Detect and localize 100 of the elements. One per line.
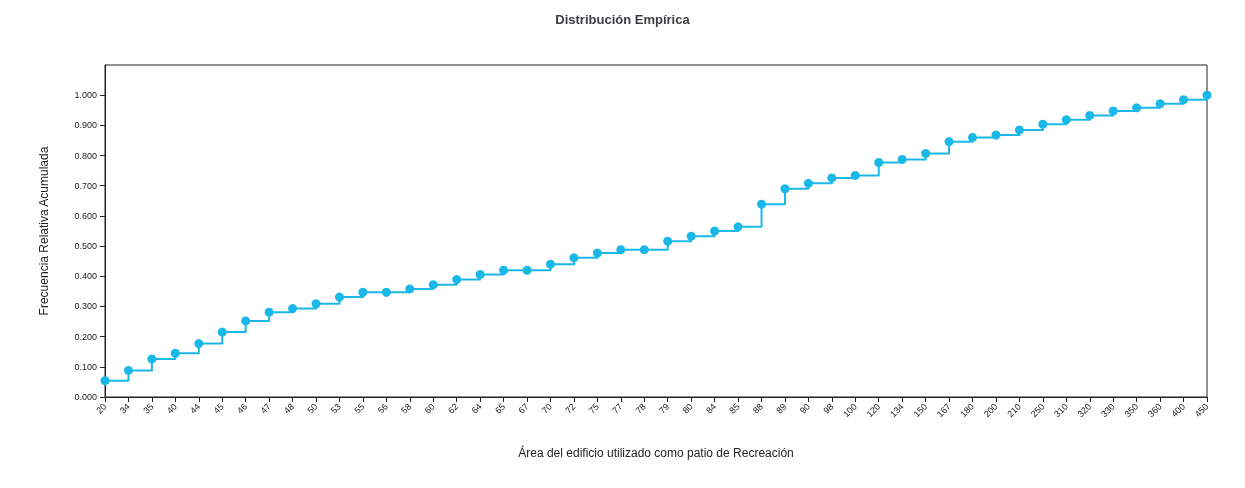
point bbox=[757, 199, 767, 209]
point bbox=[381, 287, 391, 297]
x-tick-label: 450 bbox=[1192, 401, 1211, 420]
point bbox=[475, 269, 485, 279]
point bbox=[264, 307, 274, 317]
point bbox=[499, 265, 509, 275]
x-tick-label: 67 bbox=[516, 401, 531, 416]
point bbox=[311, 299, 321, 309]
point bbox=[1108, 106, 1118, 116]
x-tick-label: 320 bbox=[1075, 401, 1094, 420]
point bbox=[710, 226, 720, 236]
x-tick-label: 50 bbox=[305, 401, 320, 416]
x-tick-label: 78 bbox=[633, 401, 648, 416]
point bbox=[522, 265, 532, 275]
y-tick-label: 0.700 bbox=[74, 180, 97, 191]
point bbox=[1038, 119, 1048, 129]
point bbox=[686, 231, 696, 241]
point bbox=[334, 292, 344, 302]
x-tick-label: 79 bbox=[657, 401, 672, 416]
y-tick-label: 1.000 bbox=[74, 90, 97, 101]
point bbox=[217, 327, 227, 337]
point bbox=[241, 316, 251, 326]
point bbox=[123, 365, 133, 375]
x-tick-label: 77 bbox=[610, 401, 625, 416]
x-tick-label: 350 bbox=[1122, 401, 1141, 420]
x-tick-label: 60 bbox=[422, 401, 437, 416]
point bbox=[663, 236, 673, 246]
x-tick-label: 46 bbox=[235, 401, 250, 416]
x-tick-label: 89 bbox=[774, 401, 789, 416]
x-tick-label: 70 bbox=[539, 401, 555, 416]
y-tick-label: 0.400 bbox=[74, 271, 97, 282]
point bbox=[616, 245, 626, 255]
x-tick-label: 75 bbox=[586, 401, 601, 416]
x-tick-label: 310 bbox=[1052, 401, 1070, 420]
y-tick-label: 0.200 bbox=[74, 331, 97, 342]
x-tick-label: 65 bbox=[492, 401, 508, 416]
x-tick-label: 330 bbox=[1099, 401, 1117, 420]
point bbox=[1202, 90, 1212, 100]
point bbox=[100, 376, 110, 386]
y-tick-label: 0.900 bbox=[74, 120, 97, 131]
point bbox=[288, 304, 298, 314]
x-tick-label: 84 bbox=[704, 401, 719, 416]
y-axis-title: Frecuencia Relativa Acumulada bbox=[37, 146, 51, 316]
x-tick-label: 34 bbox=[117, 401, 132, 416]
x-tick-label: 58 bbox=[399, 401, 414, 416]
point bbox=[827, 173, 837, 183]
x-tick-label: 44 bbox=[188, 401, 203, 416]
point bbox=[780, 184, 790, 194]
x-tick-label: 360 bbox=[1145, 401, 1164, 420]
point bbox=[991, 130, 1001, 140]
point bbox=[405, 284, 415, 294]
x-tick-label: 40 bbox=[164, 401, 179, 416]
x-tick-label: 98 bbox=[821, 401, 836, 416]
x-tick-label: 90 bbox=[797, 401, 812, 416]
x-tick-label: 62 bbox=[446, 401, 461, 416]
x-tick-label: 56 bbox=[375, 401, 390, 416]
point bbox=[170, 348, 180, 358]
x-tick-label: 85 bbox=[727, 401, 742, 416]
x-tick-label: 80 bbox=[680, 401, 695, 416]
x-tick-label: 35 bbox=[141, 401, 156, 416]
x-tick-label: 167 bbox=[934, 401, 953, 420]
x-tick-label: 64 bbox=[469, 401, 484, 416]
x-tick-label: 55 bbox=[352, 401, 367, 416]
point bbox=[546, 259, 555, 269]
point bbox=[1085, 110, 1095, 120]
x-tick-label: 210 bbox=[1005, 401, 1023, 420]
point bbox=[897, 154, 907, 164]
y-tick-label: 0.300 bbox=[74, 301, 97, 312]
x-tick-label: 88 bbox=[750, 401, 766, 416]
point bbox=[733, 222, 743, 232]
point bbox=[1179, 95, 1189, 105]
point bbox=[147, 354, 157, 364]
y-tick-label: 0.100 bbox=[74, 361, 97, 372]
x-tick-label: 400 bbox=[1169, 401, 1188, 420]
point bbox=[639, 245, 649, 255]
point bbox=[1061, 115, 1071, 125]
chart-title: Distribución Empírica bbox=[555, 12, 691, 27]
point bbox=[968, 132, 978, 142]
x-tick-label: 45 bbox=[211, 401, 226, 416]
point bbox=[569, 253, 579, 263]
x-tick-label: 100 bbox=[841, 401, 859, 420]
point bbox=[592, 248, 602, 258]
x-tick-label: 180 bbox=[958, 401, 977, 420]
point bbox=[921, 148, 931, 158]
x-tick-label: 53 bbox=[328, 401, 343, 416]
point bbox=[850, 170, 860, 180]
point bbox=[452, 275, 462, 285]
point bbox=[1155, 99, 1165, 109]
point bbox=[944, 137, 954, 147]
point bbox=[428, 280, 438, 290]
y-tick-label: 0.000 bbox=[74, 392, 97, 402]
x-tick-label: 20 bbox=[94, 401, 109, 416]
point bbox=[803, 178, 813, 188]
point bbox=[194, 339, 204, 349]
x-tick-label: 120 bbox=[864, 401, 883, 420]
point bbox=[1014, 125, 1024, 135]
y-tick-label: 0.500 bbox=[74, 241, 97, 252]
x-tick-label: 48 bbox=[281, 401, 297, 416]
point bbox=[874, 157, 884, 167]
point bbox=[1132, 103, 1142, 113]
